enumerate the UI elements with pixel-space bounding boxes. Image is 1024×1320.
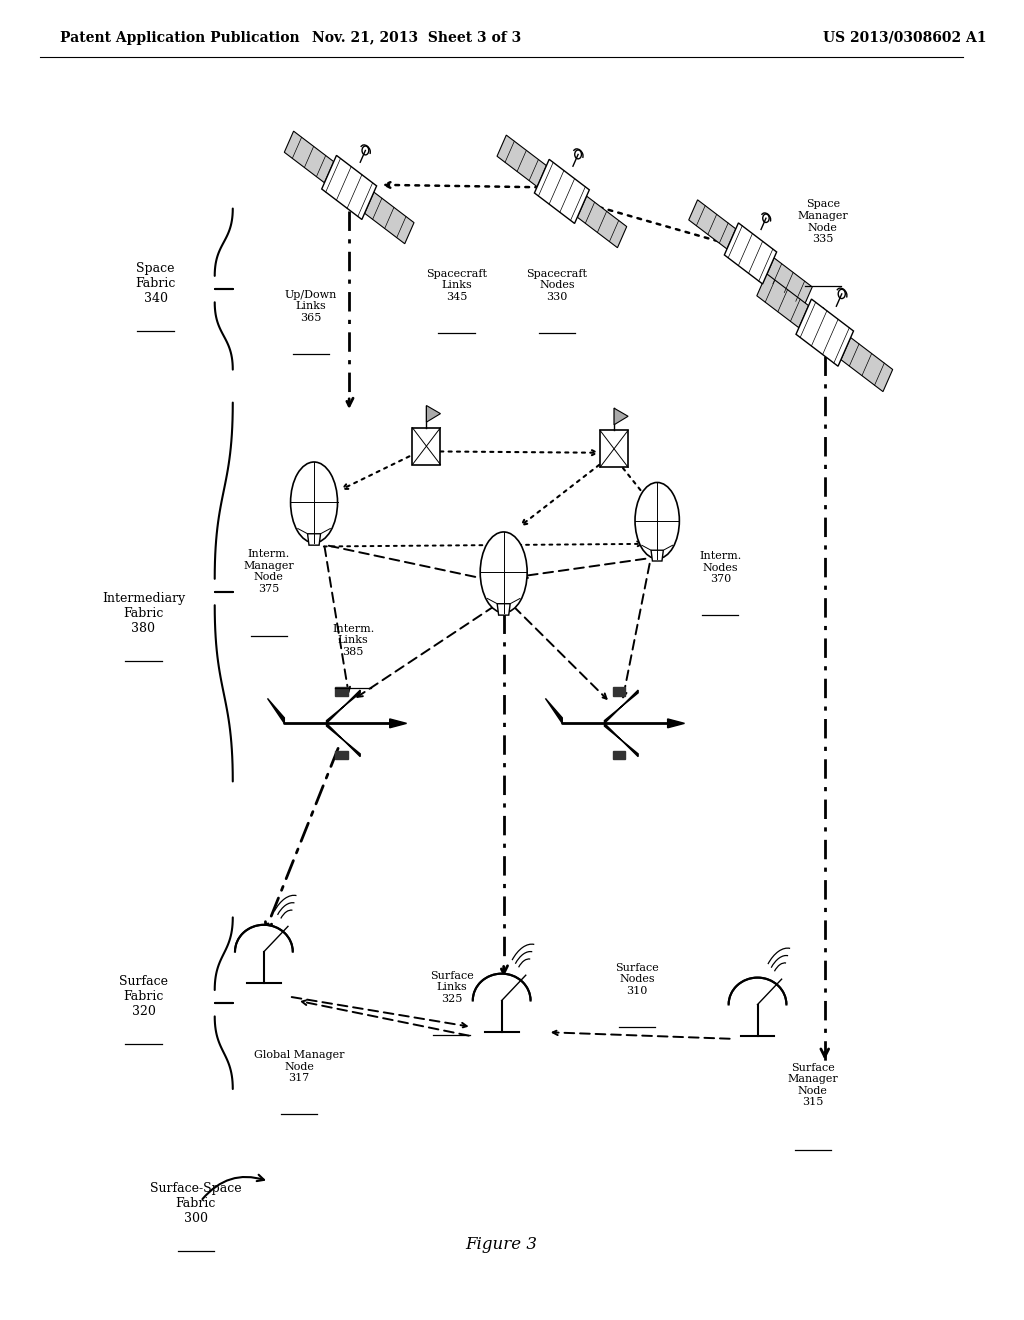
Text: Patent Application Publication: Patent Application Publication xyxy=(60,30,300,45)
Polygon shape xyxy=(796,300,854,366)
Text: Spacecraft
Links
345: Spacecraft Links 345 xyxy=(426,268,487,302)
Polygon shape xyxy=(604,690,638,723)
Polygon shape xyxy=(651,550,664,561)
Polygon shape xyxy=(841,338,893,392)
Polygon shape xyxy=(307,533,321,545)
Polygon shape xyxy=(390,719,407,727)
Text: Interm.
Manager
Node
375: Interm. Manager Node 375 xyxy=(244,549,294,594)
Text: Figure 3: Figure 3 xyxy=(466,1237,538,1253)
Text: Surface
Links
325: Surface Links 325 xyxy=(430,970,473,1005)
Text: Space
Manager
Node
335: Space Manager Node 335 xyxy=(798,199,848,244)
Polygon shape xyxy=(757,273,809,327)
Text: Surface
Manager
Node
315: Surface Manager Node 315 xyxy=(787,1063,838,1107)
Polygon shape xyxy=(612,751,626,759)
Text: Interm.
Nodes
370: Interm. Nodes 370 xyxy=(699,550,741,585)
Polygon shape xyxy=(535,160,590,223)
Polygon shape xyxy=(614,408,628,425)
Polygon shape xyxy=(234,925,293,952)
Polygon shape xyxy=(413,428,440,465)
Polygon shape xyxy=(604,723,638,756)
Text: Intermediary
Fabric
380: Intermediary Fabric 380 xyxy=(101,593,185,635)
Text: US 2013/0308602 A1: US 2013/0308602 A1 xyxy=(822,30,986,45)
Text: Up/Down
Links
365: Up/Down Links 365 xyxy=(285,289,337,323)
Polygon shape xyxy=(600,430,628,467)
Polygon shape xyxy=(668,719,684,727)
Polygon shape xyxy=(327,690,360,723)
Polygon shape xyxy=(498,603,510,615)
Text: Nov. 21, 2013  Sheet 3 of 3: Nov. 21, 2013 Sheet 3 of 3 xyxy=(311,30,521,45)
Ellipse shape xyxy=(480,532,527,612)
Text: Surface
Nodes
310: Surface Nodes 310 xyxy=(615,962,659,997)
Polygon shape xyxy=(335,688,347,696)
Polygon shape xyxy=(322,156,377,219)
Polygon shape xyxy=(335,751,347,759)
Polygon shape xyxy=(426,405,440,422)
Polygon shape xyxy=(285,131,334,182)
Text: Surface-Space
Fabric
300: Surface-Space Fabric 300 xyxy=(150,1183,242,1225)
Polygon shape xyxy=(267,698,285,723)
Polygon shape xyxy=(689,199,736,249)
Ellipse shape xyxy=(635,483,679,558)
Polygon shape xyxy=(612,688,626,696)
Text: Surface
Fabric
320: Surface Fabric 320 xyxy=(119,975,168,1018)
Polygon shape xyxy=(327,723,360,756)
Text: Interm.
Links
385: Interm. Links 385 xyxy=(332,623,375,657)
Text: Space
Fabric
340: Space Fabric 340 xyxy=(135,263,176,305)
Polygon shape xyxy=(724,223,776,284)
Text: Spacecraft
Nodes
330: Spacecraft Nodes 330 xyxy=(526,268,588,302)
Ellipse shape xyxy=(291,462,338,543)
Polygon shape xyxy=(765,257,812,308)
Text: Global Manager
Node
317: Global Manager Node 317 xyxy=(254,1049,344,1084)
Polygon shape xyxy=(497,135,547,186)
Polygon shape xyxy=(473,974,530,1001)
Polygon shape xyxy=(365,193,414,244)
Polygon shape xyxy=(546,698,562,723)
Polygon shape xyxy=(578,197,627,248)
Polygon shape xyxy=(729,978,786,1005)
